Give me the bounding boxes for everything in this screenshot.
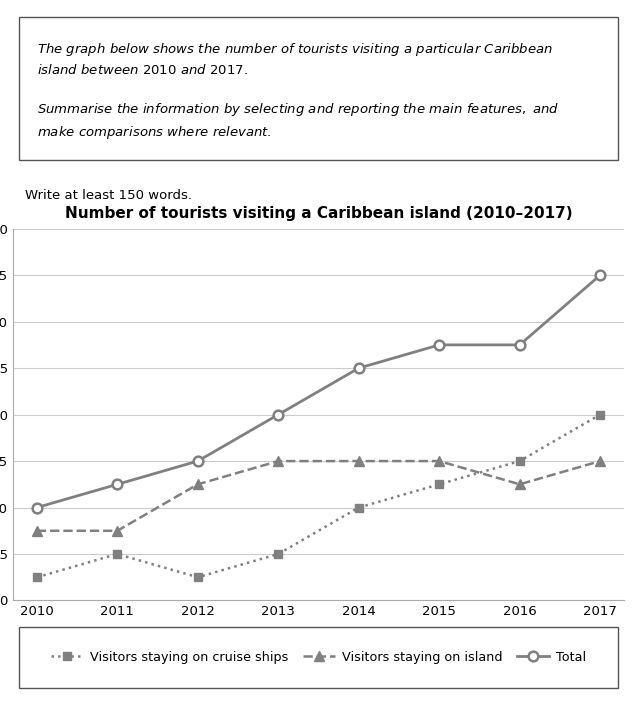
FancyBboxPatch shape	[19, 17, 618, 160]
Legend: Visitors staying on cruise ships, Visitors staying on island, Total: Visitors staying on cruise ships, Visito…	[46, 646, 591, 669]
Text: $\it{The\ graph\ below\ shows\ the\ number\ of\ tourists\ visiting\ a\ particula: $\it{The\ graph\ below\ shows\ the\ numb…	[37, 41, 559, 142]
Title: Number of tourists visiting a Caribbean island (2010–2017): Number of tourists visiting a Caribbean …	[65, 206, 572, 221]
FancyBboxPatch shape	[19, 627, 618, 687]
Text: Write at least 150 words.: Write at least 150 words.	[25, 189, 192, 202]
